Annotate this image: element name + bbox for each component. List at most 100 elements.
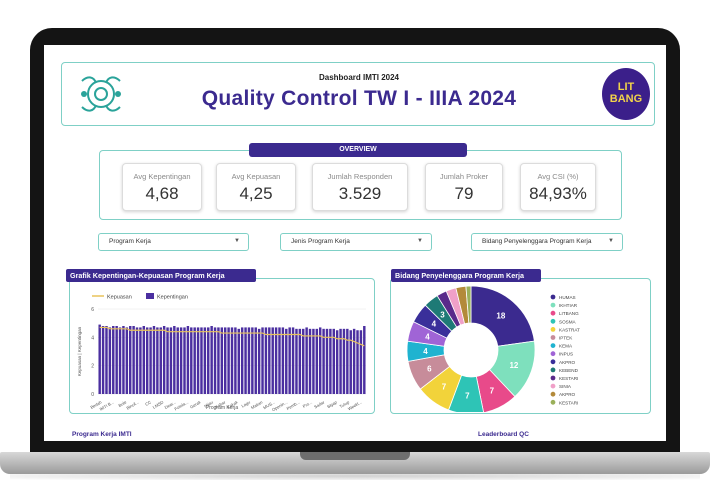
- bar-kepentingan: [108, 327, 112, 394]
- bar-kepentingan: [101, 326, 105, 394]
- donut-chart: 181277764443HUMASIKHTIARLITBANGSOSMAKAST…: [406, 285, 580, 415]
- bar-kepentingan: [213, 327, 217, 394]
- dashboard-header: Dashboard IMTI 2024 Quality Control TW I…: [61, 62, 655, 126]
- laptop-notch: [300, 452, 410, 460]
- y-tick-label: 0: [91, 392, 94, 398]
- donut-slice-label: 4: [423, 347, 428, 356]
- x-tick-label: Bule: [117, 399, 127, 408]
- kpi-label: Avg CSI (%): [537, 172, 579, 181]
- bar-kepentingan: [129, 326, 132, 394]
- legend-dot: [550, 399, 556, 405]
- kpi-jumlah-proker: Jumlah Proker 79: [425, 163, 503, 211]
- chevron-down-icon: ▼: [608, 238, 614, 244]
- kpi-value: 4,25: [239, 184, 273, 203]
- legend-label: SINIA: [559, 384, 572, 389]
- x-tick-label: Makan: [250, 399, 264, 410]
- x-tick-label: Hijau: [203, 399, 214, 408]
- bar-chart-title: Grafik Kepentingan-Kepuasan Program Kerj…: [66, 269, 256, 282]
- filter-program-kerja[interactable]: Program Kerja ▼: [98, 233, 249, 251]
- y-tick-label: 2: [91, 364, 94, 370]
- legend-dot: [550, 335, 556, 340]
- bar-kepentingan: [234, 327, 237, 394]
- filter-label: Program Kerja: [109, 238, 151, 245]
- kpi-value: 4,68: [145, 184, 179, 203]
- donut-slice-label: 18: [496, 312, 505, 321]
- bar-kepentingan: [346, 328, 349, 394]
- bar-kepentingan: [125, 327, 129, 394]
- x-tick-label: LMSD: [152, 400, 165, 410]
- bar-kepentingan: [196, 327, 200, 394]
- legend-label: KEBEND: [559, 368, 579, 373]
- x-tick-label: Dear...: [164, 400, 177, 411]
- x-tick-label: Pemb...: [286, 400, 301, 412]
- bar-kepentingan: [149, 327, 152, 394]
- bar-kepentingan: [315, 328, 319, 394]
- litbang-logo: LIT BANG: [602, 68, 650, 120]
- bar-kepentingan: [339, 328, 342, 394]
- bar-kepentingan: [237, 328, 241, 394]
- legend-dot: [550, 343, 556, 348]
- donut-slice-label: 6: [427, 364, 432, 373]
- bar-kepentingan: [335, 330, 339, 394]
- legend-kepentingan-swatch: [146, 293, 154, 299]
- bar-kepentingan: [186, 326, 190, 394]
- x-tick-label: Bincil...: [125, 400, 139, 411]
- bar-kepentingan: [166, 327, 169, 394]
- imti-logo-icon: [81, 76, 121, 112]
- filter-label: Bidang Penyelenggara Program Kerja: [482, 238, 592, 245]
- legend-dot: [550, 383, 556, 389]
- x-tick-label: Bedah: [90, 399, 104, 410]
- bar-kepentingan: [98, 324, 101, 394]
- legend-dot: [550, 310, 556, 316]
- legend-dot: [550, 327, 556, 332]
- kpi-label: Jumlah Responden: [327, 172, 393, 181]
- bar-kepentingan: [152, 326, 156, 394]
- legend-label: AKPRO: [559, 360, 576, 365]
- legend-label: SOSMA: [559, 319, 577, 324]
- bar-kepentingan: [230, 327, 234, 394]
- bar-kepentingan: [285, 328, 288, 394]
- line-kepuasan: [99, 326, 365, 347]
- kpi-avg-kepentingan: Avg Kepentingan 4,68: [122, 163, 202, 211]
- bar-kepentingan: [122, 326, 125, 394]
- chevron-down-icon: ▼: [234, 238, 240, 244]
- bar-kepentingan: [190, 327, 193, 394]
- bar-chart: Kepuasan Kepentingan 6 4 2 0 Kepuasan | Kepent…: [77, 293, 366, 412]
- bar-kepentingan: [318, 327, 322, 394]
- litbang-logo-line1: LIT: [617, 81, 635, 93]
- bar-kepentingan: [271, 327, 274, 394]
- bar-kepentingan: [359, 330, 363, 394]
- donut-slice-label: 7: [465, 391, 470, 400]
- bar-kepentingan: [105, 326, 108, 394]
- bar-kepentingan: [156, 327, 159, 394]
- x-tick-label: Pro...: [302, 400, 313, 409]
- kpi-jumlah-responden: Jumlah Responden 3.529: [312, 163, 408, 211]
- filter-bidang-penyelenggara[interactable]: Bidang Penyelenggara Program Kerja ▼: [471, 233, 623, 251]
- bar-kepentingan: [325, 328, 329, 394]
- bar-kepentingan: [162, 326, 166, 394]
- filter-jenis-program-kerja[interactable]: Jenis Program Kerja ▼: [280, 233, 432, 251]
- dashboard-screen: Dashboard IMTI 2024 Quality Control TW I…: [44, 45, 666, 441]
- bar-kepentingan: [268, 327, 271, 394]
- legend-label: KESTARI: [559, 400, 578, 405]
- bar-kepentingan: [112, 326, 115, 394]
- legend-dot: [550, 351, 556, 357]
- bar-kepentingan: [183, 327, 186, 394]
- legend-dot: [550, 318, 556, 324]
- donut-slice: [465, 285, 472, 324]
- donut-slice-label: 7: [442, 383, 447, 392]
- bar-chart-panel: Kepuasan Kepentingan 6 4 2 0 Kepuasan | Kepent…: [69, 278, 375, 414]
- kpi-value: 84,93%: [529, 184, 587, 203]
- bar-kepentingan: [169, 327, 173, 394]
- x-tick-label: Fotola...: [174, 400, 190, 412]
- filter-label: Jenis Program Kerja: [291, 238, 350, 245]
- bar-kepentingan: [135, 327, 139, 394]
- x-tick-label: IMTI B...: [99, 400, 115, 412]
- bar-kepentingan: [281, 327, 285, 394]
- bar-kepentingan: [356, 330, 359, 394]
- bar-kepentingan: [217, 327, 220, 394]
- kpi-label: Avg Kepuasan: [231, 172, 281, 181]
- bar-kepentingan: [302, 328, 305, 394]
- x-tick-label: CC: [144, 400, 152, 407]
